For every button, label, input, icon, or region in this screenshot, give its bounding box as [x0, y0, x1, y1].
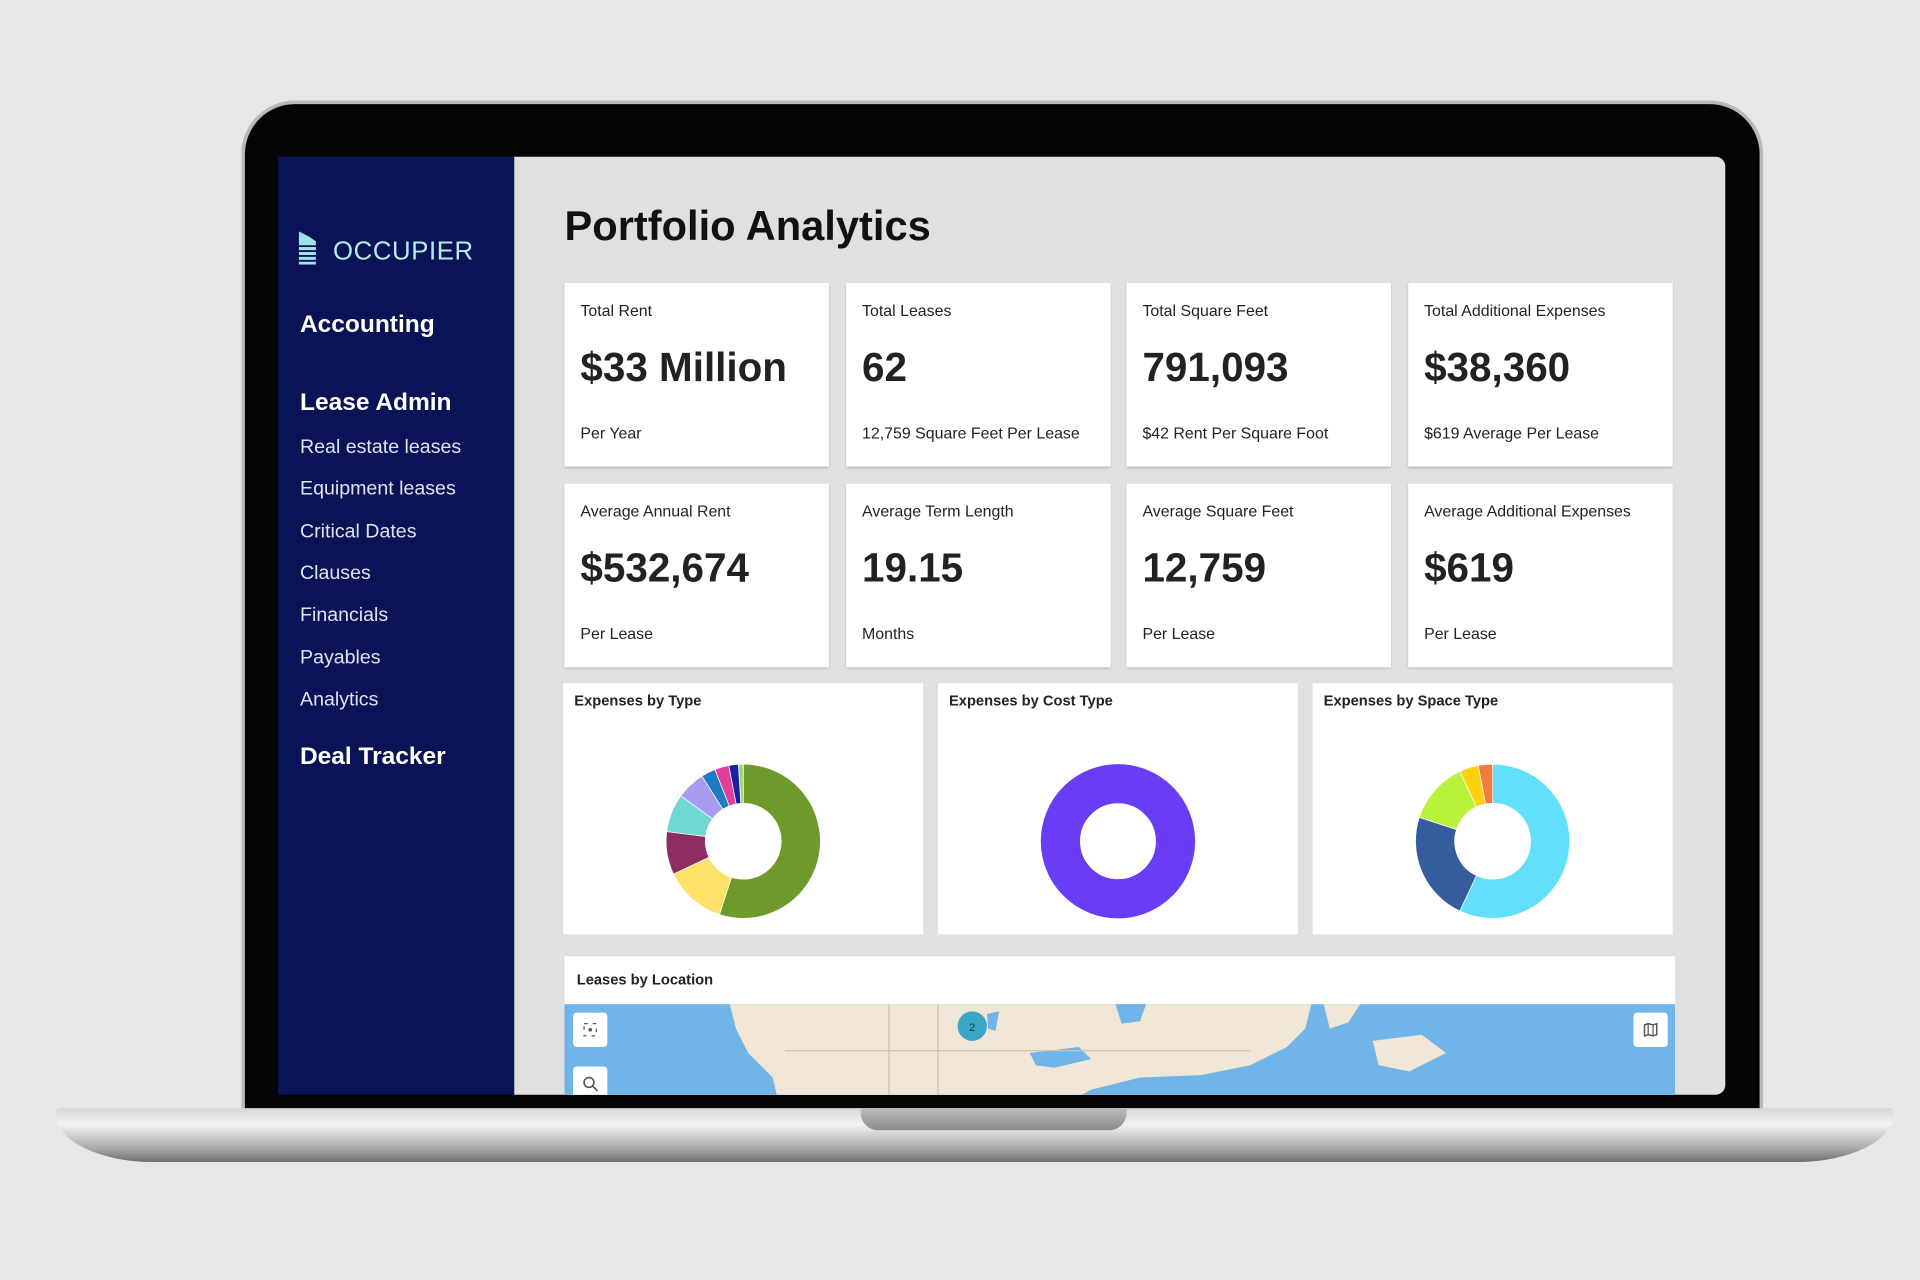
- map-panel: Leases by Location 2: [564, 956, 1676, 1095]
- sidebar: [277, 156, 516, 1095]
- stat-card: Average Square Feet 12,759 Per Lease: [1126, 483, 1392, 668]
- stat-sub: Per Year: [580, 423, 642, 443]
- nav-item[interactable]: Equipment leases: [300, 478, 456, 500]
- chart-panel: Expenses by Space Type: [1312, 683, 1673, 935]
- stat-value: 62: [862, 344, 908, 390]
- stat-label: Total Square Feet: [1142, 301, 1269, 320]
- stat-sub: Per Lease: [1142, 624, 1216, 643]
- stat-card: Average Additional Expenses $619 Per Lease: [1408, 483, 1673, 668]
- nav-heading[interactable]: Lease Admin: [300, 389, 452, 417]
- nav-item[interactable]: Payables: [300, 647, 381, 669]
- chart-title: Expenses by Type: [574, 691, 702, 709]
- chart-title: Expenses by Space Type: [1323, 691, 1499, 709]
- chart-title: Expenses by Cost Type: [948, 691, 1113, 709]
- stat-label: Average Annual Rent: [580, 502, 731, 521]
- donut-slice: [1459, 763, 1571, 919]
- map-layer-button[interactable]: [1633, 1012, 1668, 1047]
- stat-value: $38,360: [1424, 344, 1571, 390]
- stat-label: Total Rent: [580, 301, 653, 320]
- stat-card: Average Term Length 19.15 Months: [846, 483, 1111, 668]
- stat-card: Total Leases 62 12,759 Square Feet Per Lea…: [846, 282, 1111, 467]
- chart-panel: Expenses by Type: [563, 683, 924, 935]
- nav-heading[interactable]: Deal Tracker: [300, 743, 446, 771]
- donut-chart: [1415, 763, 1571, 919]
- nav-item[interactable]: Real estate leases: [300, 437, 462, 458]
- stat-value: 791,093: [1142, 344, 1289, 390]
- stat-sub: Months: [862, 624, 915, 643]
- stat-label: Average Additional Expenses: [1424, 502, 1631, 521]
- brand-name: OCCUPIER: [333, 237, 474, 266]
- stat-card: Total Additional Expenses $38,360 $619 Ave…: [1408, 282, 1673, 467]
- page-title: Portfolio Analytics: [564, 203, 931, 250]
- stat-sub: Per Lease: [580, 624, 653, 643]
- donut-chart: [1040, 764, 1196, 919]
- donut-slice: [718, 763, 821, 919]
- brand-logo: [298, 231, 316, 265]
- nav-heading[interactable]: Accounting: [300, 311, 435, 338]
- map-zoom-button[interactable]: [573, 1066, 608, 1095]
- laptop-notch: [860, 1108, 1127, 1131]
- stat-label: Total Additional Expenses: [1424, 301, 1606, 320]
- stat-value: 12,759: [1142, 544, 1267, 591]
- stat-value: $532,674: [580, 544, 749, 591]
- stat-label: Average Term Length: [862, 502, 1014, 521]
- nav-item[interactable]: Clauses: [300, 563, 371, 585]
- stat-value: $619: [1424, 544, 1514, 591]
- donut-slice: [1477, 763, 1494, 805]
- stat-sub: $42 Rent Per Square Foot: [1142, 423, 1329, 443]
- nav-item[interactable]: Financials: [300, 604, 389, 626]
- stat-value: 19.15: [862, 544, 964, 591]
- donut-chart: [665, 763, 821, 919]
- stat-label: Average Square Feet: [1142, 502, 1294, 521]
- map[interactable]: 2: [564, 1004, 1676, 1095]
- stat-sub: 12,759 Square Feet Per Lease: [862, 423, 1080, 443]
- stat-sub: Per Lease: [1424, 624, 1497, 643]
- main-content: Portfolio Analytics Total Rent $33 Millio…: [514, 156, 1726, 1095]
- stat-value: $33 Million: [580, 344, 788, 390]
- donut-slice: [1040, 764, 1196, 919]
- chart-panel: Expenses by Cost Type: [937, 683, 1298, 935]
- nav-item[interactable]: Critical Dates: [300, 521, 417, 543]
- donut-slice: [1415, 816, 1477, 912]
- stat-sub: $619 Average Per Lease: [1424, 423, 1600, 443]
- stat-card: Average Annual Rent $532,674 Per Lease: [564, 483, 829, 668]
- nav-item[interactable]: Analytics: [300, 689, 379, 711]
- map-title: Leases by Location: [576, 971, 714, 989]
- stat-label: Total Leases: [862, 301, 952, 320]
- map-cluster[interactable]: 2: [969, 1022, 975, 1034]
- map-fit-button[interactable]: [573, 1012, 608, 1047]
- donut-slice: [738, 763, 744, 804]
- stat-card: Total Rent $33 Million Per Year: [564, 282, 829, 467]
- stat-card: Total Square Feet 791,093 $42 Rent Per Squ…: [1126, 282, 1392, 467]
